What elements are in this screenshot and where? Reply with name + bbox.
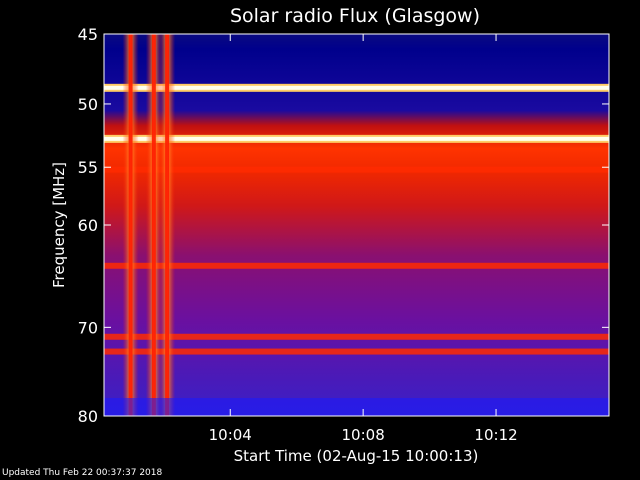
y-tick-label: 70 (78, 318, 98, 337)
y-tick-label: 80 (78, 407, 98, 426)
x-axis-ticks: 10:04 10:08 10:12 (209, 34, 518, 444)
red-band (104, 166, 609, 173)
y-axis-label: Frequency [MHz] (50, 162, 68, 288)
y-tick-label: 50 (78, 95, 98, 114)
red-band (104, 262, 609, 269)
x-axis-label: Start Time (02-Aug-15 10:00:13) (234, 447, 479, 465)
x-tick-label: 10:08 (342, 426, 385, 444)
y-tick-label: 55 (78, 158, 98, 177)
radio-bursts (122, 34, 176, 416)
frequency-bands (104, 83, 609, 355)
burst-core (128, 34, 133, 416)
bottom-noise-strip (104, 398, 609, 416)
y-tick-label: 60 (78, 216, 98, 235)
updated-timestamp: Updated Thu Feb 22 00:37:37 2018 (2, 468, 163, 478)
burst-core (165, 34, 170, 416)
chart-title: Solar radio Flux (Glasgow) (230, 5, 480, 27)
x-tick-label: 10:04 (209, 426, 252, 444)
burst-core (151, 34, 156, 416)
red-band (104, 333, 609, 340)
red-band (104, 348, 609, 355)
bright-band-core (104, 85, 609, 90)
bright-band-core (104, 136, 609, 141)
x-tick-label: 10:12 (474, 426, 517, 444)
y-axis-ticks: 45 50 55 60 70 80 (78, 25, 609, 426)
y-tick-label: 45 (78, 25, 98, 44)
